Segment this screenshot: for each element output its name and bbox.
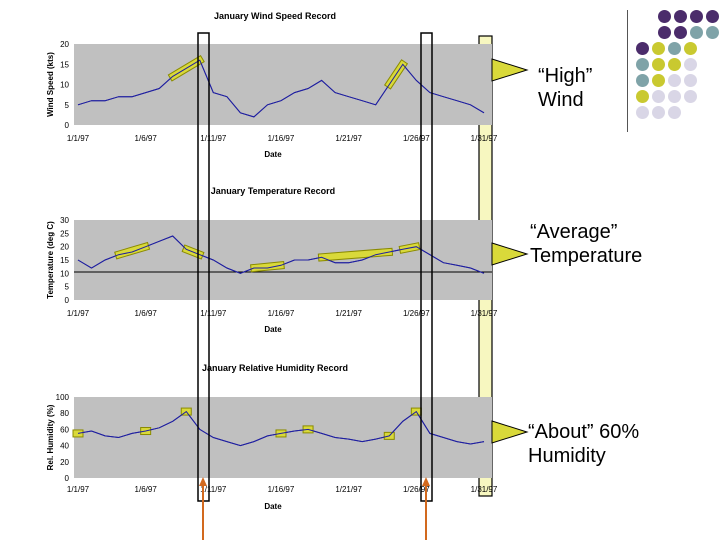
y-tick-label: 5: [65, 101, 70, 110]
decorative-dot: [706, 26, 719, 39]
decorative-dot: [668, 74, 681, 87]
decorative-dot: [652, 42, 665, 55]
callout-average-temperature: “Average” Temperature: [530, 221, 643, 267]
y-tick-label: 0: [65, 474, 70, 483]
decorative-dot: [636, 106, 649, 119]
decorative-dot: [652, 74, 665, 87]
highlight-marker: [72, 429, 84, 438]
chart-3: January Relative Humidity Record 0 20 40 60 8…: [46, 363, 498, 511]
x-tick-label: 1/16/97: [268, 309, 295, 318]
x-tick-label: 1/6/97: [135, 134, 158, 143]
x-axis-label: Date: [264, 150, 282, 159]
decorative-dot: [674, 10, 687, 23]
x-tick-label: 1/31/97: [471, 134, 498, 143]
x-tick-label: 1/31/97: [471, 309, 498, 318]
decorative-dot: [668, 90, 681, 103]
decorative-dot: [636, 74, 649, 87]
x-tick-label: 1/11/97: [200, 309, 227, 318]
y-tick-label: 15: [60, 256, 69, 265]
x-tick-label: 1/31/97: [471, 485, 498, 494]
highlight-marker: [250, 261, 285, 273]
x-axis-label: Date: [264, 325, 282, 334]
decorative-dot: [684, 90, 697, 103]
x-tick-label: 1/16/97: [268, 485, 295, 494]
series-line-overlay: [77, 59, 485, 118]
x-tick-label: 1/1/97: [67, 309, 90, 318]
divider-line: [627, 10, 628, 132]
decorative-dot: [668, 58, 681, 71]
decorative-dot: [658, 26, 671, 39]
decorative-dot: [636, 42, 649, 55]
decorative-dot: [690, 26, 703, 39]
x-tick-label: 1/16/97: [268, 134, 295, 143]
y-axis-label: Rel. Humidity (%): [46, 404, 55, 470]
series-line-overlay: [77, 235, 485, 274]
y-tick-label: 100: [56, 393, 70, 402]
x-tick-label: 1/21/97: [335, 485, 362, 494]
decorative-dot: [668, 42, 681, 55]
x-tick-label: 1/21/97: [335, 134, 362, 143]
y-tick-label: 80: [60, 409, 69, 418]
decorative-dot: [706, 10, 719, 23]
callout-high-wind: “High” Wind: [538, 65, 593, 111]
y-tick-label: 25: [60, 229, 69, 238]
x-tick-label: 1/21/97: [335, 309, 362, 318]
y-tick-label: 40: [60, 442, 69, 451]
x-tick-label: 1/11/97: [200, 134, 227, 143]
x-axis-label: Date: [264, 502, 282, 511]
decorative-dot: [674, 26, 687, 39]
y-tick-label: 15: [60, 60, 69, 69]
decorative-dot: [684, 42, 697, 55]
decorative-dot: [658, 10, 671, 23]
wind-pointer: [491, 58, 529, 82]
y-tick-label: 5: [65, 283, 70, 292]
chart-title: January Relative Humidity Record: [202, 363, 348, 373]
x-tick-label: 1/6/97: [135, 309, 158, 318]
decorative-dot: [652, 58, 665, 71]
arrow-jan25-head: [422, 477, 430, 486]
chart-title: January Wind Speed Record: [214, 11, 336, 21]
y-tick-label: 20: [60, 243, 69, 252]
temperature-pointer: [491, 242, 529, 266]
decorative-dot: [668, 106, 681, 119]
chart-2: January Temperature Record 0 5 10 15 20 25 30 Te…: [46, 186, 498, 334]
y-tick-label: 0: [65, 296, 70, 305]
decorative-dot: [636, 90, 649, 103]
x-tick-label: 1/6/97: [135, 485, 158, 494]
plot-area: [74, 220, 492, 300]
decorative-dot: [652, 90, 665, 103]
decorative-dot: [652, 106, 665, 119]
y-tick-label: 60: [60, 425, 69, 434]
plot-area: [74, 44, 492, 125]
decorative-dot: [636, 58, 649, 71]
callout-about-60-humidity: “About” 60% Humidity: [528, 421, 640, 467]
x-tick-label: 1/26/97: [403, 309, 430, 318]
x-tick-label: 1/1/97: [67, 134, 90, 143]
x-tick-label: 1/26/97: [403, 134, 430, 143]
decorative-dot-grid: [636, 10, 719, 122]
x-tick-label: 1/1/97: [67, 485, 90, 494]
y-tick-label: 0: [65, 121, 70, 130]
humidity-pointer: [491, 420, 529, 444]
decorative-dot: [684, 58, 697, 71]
arrow-jan10-head: [199, 477, 207, 486]
y-tick-label: 30: [60, 216, 69, 225]
decorative-dot: [690, 10, 703, 23]
y-tick-label: 10: [60, 269, 69, 278]
y-tick-label: 20: [60, 40, 69, 49]
plot-area: [74, 397, 492, 478]
y-tick-label: 10: [60, 81, 69, 90]
x-tick-label: 1/11/97: [200, 485, 227, 494]
chart-title: January Temperature Record: [211, 186, 335, 196]
decorative-dot: [684, 74, 697, 87]
x-tick-label: 1/26/97: [403, 485, 430, 494]
y-tick-label: 20: [60, 458, 69, 467]
y-axis-label: Temperature (deg C): [46, 221, 55, 299]
y-axis-label: Wind Speed (kts): [46, 52, 55, 117]
series-line-overlay: [77, 410, 485, 447]
